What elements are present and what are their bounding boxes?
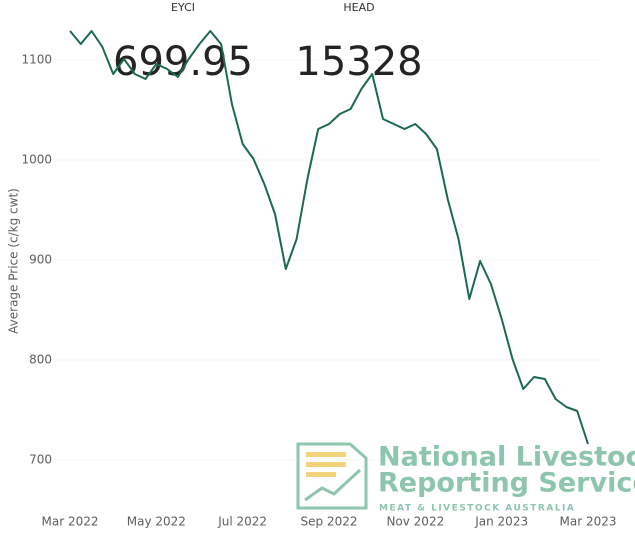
logo-line	[304, 468, 362, 502]
y-tick-label: 900	[29, 253, 52, 267]
y-tick-label: 1000	[21, 153, 52, 167]
x-tick-label: Mar 2023	[560, 515, 617, 529]
price-line	[69, 30, 589, 445]
x-tick-label: May 2022	[127, 515, 186, 529]
card-value: 15328	[295, 39, 422, 85]
y-tick-label: 800	[29, 353, 52, 367]
x-tick-label: Mar 2022	[42, 515, 99, 529]
logo-icon	[296, 442, 368, 510]
logo-bar	[306, 462, 346, 467]
card-label: EYCI	[171, 1, 195, 14]
x-tick-label: Jul 2022	[217, 515, 267, 529]
logo: National Livestock Reporting Service MEA…	[296, 442, 635, 514]
logo-text: National Livestock	[378, 442, 635, 473]
y-tick-label: 1100	[21, 53, 52, 67]
logo-text: Reporting Service	[378, 468, 635, 499]
logo-bar	[306, 452, 346, 457]
card-value: 699.95	[113, 39, 253, 85]
x-tick-label: Sep 2022	[301, 515, 358, 529]
y-axis-label: Average Price (c/kg cwt)	[7, 188, 21, 334]
card-label: HEAD	[343, 1, 374, 14]
x-tick-label: Nov 2022	[386, 515, 444, 529]
logo-tagline: MEAT & LIVESTOCK AUSTRALIA	[379, 504, 575, 514]
logo-bar	[306, 472, 336, 477]
x-tick-label: Jan 2023	[474, 515, 528, 529]
y-tick-label: 700	[29, 453, 52, 467]
